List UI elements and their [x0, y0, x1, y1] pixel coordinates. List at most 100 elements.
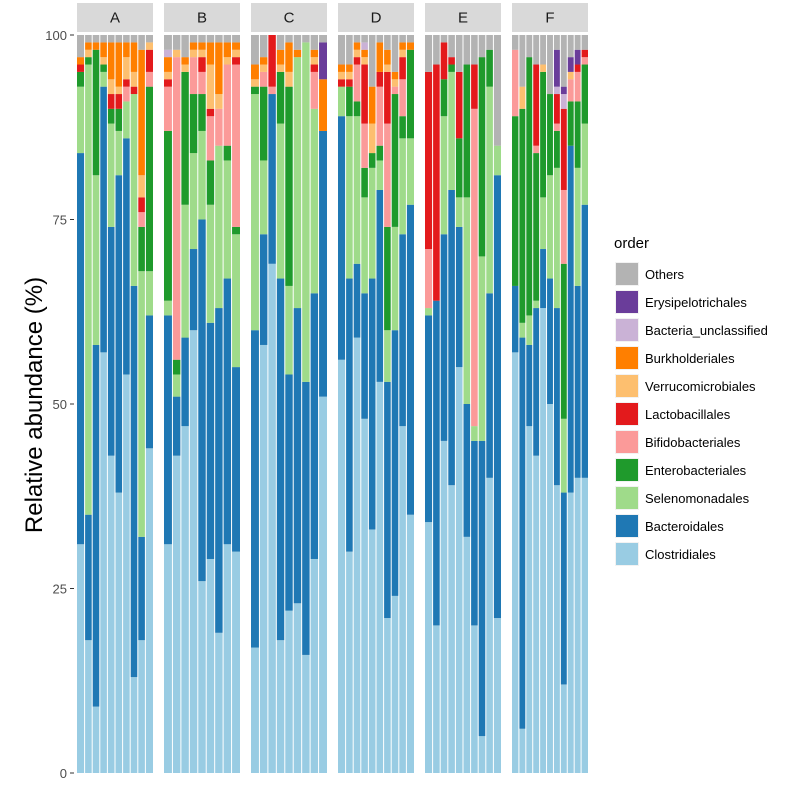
bar-segment-bacteroidales — [214, 308, 224, 633]
bar-segment-bifidobacteriales — [553, 123, 561, 131]
bar-segment-clostridiales — [539, 308, 547, 773]
bar-segment-burkholderiales — [77, 57, 85, 65]
bar-segment-clostridiales — [512, 352, 519, 773]
bar-segment-selenomonadales — [376, 160, 384, 190]
bar-segment-others — [432, 35, 441, 65]
facet-strip — [164, 3, 240, 32]
bar-segment-bacteroidales — [553, 308, 561, 486]
bar-segment-burkholderiales — [180, 57, 190, 65]
bar-segment-others — [447, 35, 456, 58]
bar-segment-lactobacillales — [137, 197, 146, 213]
bar-segment-verrucomicrobiales — [368, 123, 376, 154]
bar-segment-enterobacteriales — [164, 130, 173, 301]
bar-segment-verrucomicrobiales — [345, 71, 354, 80]
bar-segment-others — [383, 35, 392, 50]
facet-panel-C: C — [251, 3, 327, 773]
bar-segment-clostridiales — [553, 485, 561, 773]
bar-segment-bifidobacteriales — [532, 145, 540, 154]
bar-segment-bacteroidales — [376, 189, 384, 382]
bar-segment-clostridiales — [122, 374, 131, 773]
bar-segment-lactobacillales — [447, 57, 456, 65]
bar-segment-verrucomicrobiales — [180, 64, 190, 72]
bar-segment-lactobacillales — [122, 79, 131, 87]
bar-segment-enterobacteriales — [92, 49, 100, 176]
facet-label: E — [458, 10, 468, 27]
bar-segment-others — [223, 35, 232, 43]
bar-segment-clostridiales — [463, 536, 471, 773]
bar-segment-bifidobacteriales — [560, 189, 568, 264]
bar-segment-burkholderiales — [310, 49, 319, 58]
legend-item: Selenomonadales — [615, 486, 750, 510]
bar-segment-selenomonadales — [180, 204, 190, 338]
legend: Others Erysipelotrichales Bacteria_unclass… — [615, 262, 768, 566]
bar-segment-bacteroidales — [197, 219, 207, 582]
facet-label: F — [545, 10, 554, 27]
bar-segment-verrucomicrobiales — [84, 49, 93, 58]
bar-segment-selenomonadales — [145, 271, 153, 316]
bar-segment-bacteroidales — [137, 536, 146, 641]
bar-segment-verrucomicrobiales — [172, 49, 181, 58]
bar-segment-burkholderiales — [130, 42, 138, 72]
bar-segment-bacteroidales — [532, 308, 540, 456]
bar-segment-selenomonadales — [84, 64, 93, 515]
y-axis: 0 25 50 75 100 — [45, 28, 74, 781]
legend-swatch — [616, 347, 638, 369]
bar-segment-bacteroidales — [360, 293, 369, 419]
bar-segment-clostridiales — [391, 595, 399, 773]
bar-segment-lactobacillales — [532, 64, 540, 146]
bar-segment-others — [231, 35, 240, 43]
bar-segment-bacteroidales — [485, 293, 494, 478]
bar-segment-lactobacillales — [164, 79, 173, 87]
bar-segment-others — [485, 35, 494, 50]
bar-segment-bacteroidales — [145, 315, 153, 449]
bar-segment-burkholderiales — [353, 42, 361, 50]
bar-segment-enterobacteriales — [485, 49, 494, 87]
bar-segment-bacteroidales — [172, 396, 181, 456]
bar-segment-selenomonadales — [92, 175, 100, 345]
bar-segment-others — [368, 35, 376, 87]
bar-segment-enterobacteriales — [455, 138, 463, 198]
bar-segment-bifidobacteriales — [172, 57, 181, 360]
bar-segment-others — [539, 35, 547, 65]
bar-segment-enterobacteriales — [276, 71, 285, 124]
bar-segment-lactobacillales — [267, 35, 277, 87]
bar-segment-burkholderiales — [251, 64, 260, 80]
bar-segment-burkholderiales — [122, 42, 131, 58]
bar-segment-bifidobacteriales — [398, 79, 407, 117]
legend-swatch — [616, 431, 638, 453]
legend-swatch — [616, 543, 638, 565]
bar-segment-bifidobacteriales — [197, 71, 207, 95]
bar-segment-clostridiales — [383, 618, 392, 773]
bar-segment-clostridiales — [267, 263, 277, 773]
legend-item: Erysipelotrichales — [615, 290, 747, 314]
bar-segment-clostridiales — [172, 455, 181, 773]
bar-segment-clostridiales — [345, 551, 354, 773]
bar-segment-clostridiales — [284, 610, 294, 773]
bar-segment-others — [338, 35, 346, 65]
bar-segment-others — [180, 35, 190, 58]
bar-segment-selenomonadales — [284, 285, 294, 375]
bar-segment-clostridiales — [92, 706, 100, 773]
bar-segment-others — [560, 35, 568, 87]
bar-segment-bacteroidales — [470, 440, 479, 626]
legend-swatch — [616, 375, 638, 397]
bar-segment-verrucomicrobiales — [214, 94, 224, 109]
bar-segment-enterobacteriales — [546, 94, 554, 176]
bar-segment-burkholderiales — [115, 42, 123, 87]
bar-segment-bacteria_unclassified — [560, 94, 568, 109]
bar-segment-clostridiales — [189, 330, 198, 773]
bar-segment-bacteroidales — [180, 337, 190, 427]
bar-segment-selenomonadales — [539, 197, 547, 250]
bar-segment-others — [145, 35, 153, 43]
bar-segment-verrucomicrobiales — [145, 42, 153, 50]
bar-segment-others — [398, 35, 407, 43]
bar-segment-clostridiales — [525, 426, 533, 773]
facet-label: C — [284, 10, 295, 27]
bar-segment-selenomonadales — [368, 167, 376, 279]
bar-segment-lactobacillales — [574, 64, 582, 72]
bar-segment-verrucomicrobiales — [353, 49, 361, 58]
legend-swatch — [616, 403, 638, 425]
y-tick-label: 100 — [45, 28, 67, 43]
bar-segment-bacteroidales — [463, 404, 471, 537]
bar-segment-others — [425, 35, 433, 72]
